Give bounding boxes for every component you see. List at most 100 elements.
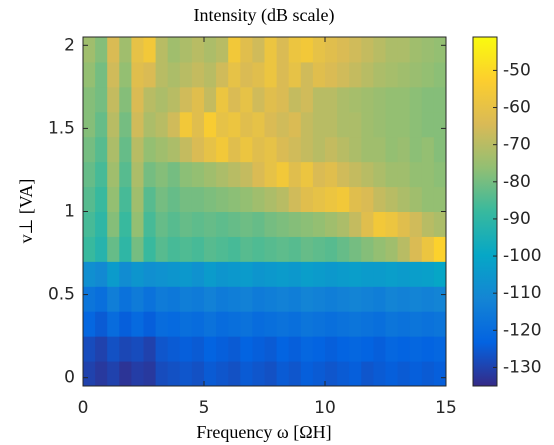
heatmap-cell — [312, 186, 326, 212]
heatmap-cell — [131, 236, 144, 262]
heatmap-cell — [288, 261, 302, 287]
heatmap-cell — [240, 336, 253, 362]
heatmap-cell — [288, 86, 302, 113]
heatmap-cell — [264, 111, 278, 138]
heatmap-cell — [337, 37, 350, 63]
heatmap-cell — [433, 161, 447, 188]
heatmap-cell — [421, 37, 435, 63]
heatmap-cell — [228, 61, 241, 88]
heatmap-cell — [216, 86, 229, 113]
heatmap-cell — [397, 336, 411, 362]
heatmap-cell — [83, 186, 96, 212]
heatmap-cell — [349, 286, 362, 312]
heatmap-cell — [119, 136, 132, 163]
heatmap-cell — [204, 61, 217, 88]
heatmap-cell — [95, 186, 108, 212]
heatmap-cell — [83, 111, 96, 138]
heatmap-cell — [385, 361, 399, 387]
heatmap-cell — [397, 211, 411, 237]
heatmap-cell — [179, 61, 193, 88]
heatmap-cell — [83, 37, 96, 63]
heatmap-cell — [167, 261, 181, 287]
heatmap-cell — [228, 361, 241, 387]
heatmap-cell — [240, 236, 253, 262]
heatmap-cell — [349, 211, 362, 237]
heatmap-cell — [300, 211, 314, 237]
y-tick-label: 1 — [64, 202, 75, 222]
heatmap-cell — [300, 111, 314, 138]
heatmap-cell — [204, 86, 217, 113]
heatmap-cell — [252, 186, 265, 212]
x-tick-label: 10 — [314, 398, 336, 418]
heatmap-cell — [421, 286, 435, 312]
heatmap-cell — [373, 86, 386, 113]
heatmap-cell — [83, 286, 96, 312]
heatmap-cell — [191, 186, 205, 212]
heatmap-cell — [107, 136, 120, 163]
heatmap-cell — [204, 186, 217, 212]
heatmap-cell — [385, 37, 399, 63]
heatmap-cell — [119, 311, 132, 337]
heatmap-cell — [131, 136, 144, 163]
heatmap-cell — [337, 361, 350, 387]
x-tick-label: 0 — [78, 398, 89, 418]
heatmap-cell — [191, 311, 205, 337]
heatmap-cell — [421, 86, 435, 113]
heatmap-cell — [83, 161, 96, 188]
heatmap-cell — [107, 236, 120, 262]
heatmap-cell — [312, 361, 326, 387]
heatmap-cell — [300, 236, 314, 262]
heatmap-cell — [421, 186, 435, 212]
heatmap-cell — [179, 111, 193, 138]
heatmap-cell — [179, 286, 193, 312]
heatmap-cell — [397, 286, 411, 312]
heatmap-cell — [349, 236, 362, 262]
heatmap-cell — [373, 261, 386, 287]
heatmap-cell — [228, 86, 241, 113]
heatmap-cell — [409, 236, 423, 262]
heatmap-cell — [361, 311, 374, 337]
heatmap-cell — [300, 161, 314, 188]
heatmap-cell — [264, 136, 278, 163]
heatmap-cell — [421, 361, 435, 387]
heatmap-cell — [337, 161, 350, 188]
heatmap-cell — [337, 111, 350, 138]
heatmap-cell — [119, 286, 132, 312]
colorbar-tick-label: -60 — [503, 98, 531, 118]
heatmap-cell — [288, 161, 302, 188]
heatmap-cell — [95, 136, 108, 163]
heatmap-cell — [131, 61, 144, 88]
heatmap-cell — [252, 111, 265, 138]
heatmap-cell — [131, 211, 144, 237]
heatmap-cell — [95, 336, 108, 362]
heatmap-cell — [216, 361, 229, 387]
heatmap-cell — [385, 111, 399, 138]
heatmap-cell — [349, 136, 362, 163]
heatmap-cell — [216, 261, 229, 287]
y-tick-label: 1.5 — [48, 118, 75, 138]
heatmap-cell — [373, 286, 386, 312]
heatmap-cell — [337, 186, 350, 212]
heatmap-cell — [264, 61, 278, 88]
heatmap-cell — [107, 61, 120, 88]
heatmap-cell — [325, 186, 338, 212]
heatmap-cell — [252, 311, 265, 337]
heatmap-cell — [433, 136, 447, 163]
heatmap-cell — [349, 37, 362, 63]
heatmap-cell — [143, 61, 157, 88]
heatmap-cell — [409, 111, 423, 138]
heatmap-cell — [252, 136, 265, 163]
heatmap-cell — [191, 211, 205, 237]
heatmap-cell — [252, 86, 265, 113]
heatmap-cell — [337, 86, 350, 113]
heatmap-cell — [385, 336, 399, 362]
heatmap-cell — [143, 211, 157, 237]
heatmap-cell — [240, 211, 253, 237]
heatmap-cell — [179, 336, 193, 362]
heatmap-cell — [83, 86, 96, 113]
heatmap-cell — [228, 136, 241, 163]
heatmap-cell — [204, 261, 217, 287]
heatmap-cell — [276, 37, 290, 63]
heatmap-cell — [361, 136, 374, 163]
